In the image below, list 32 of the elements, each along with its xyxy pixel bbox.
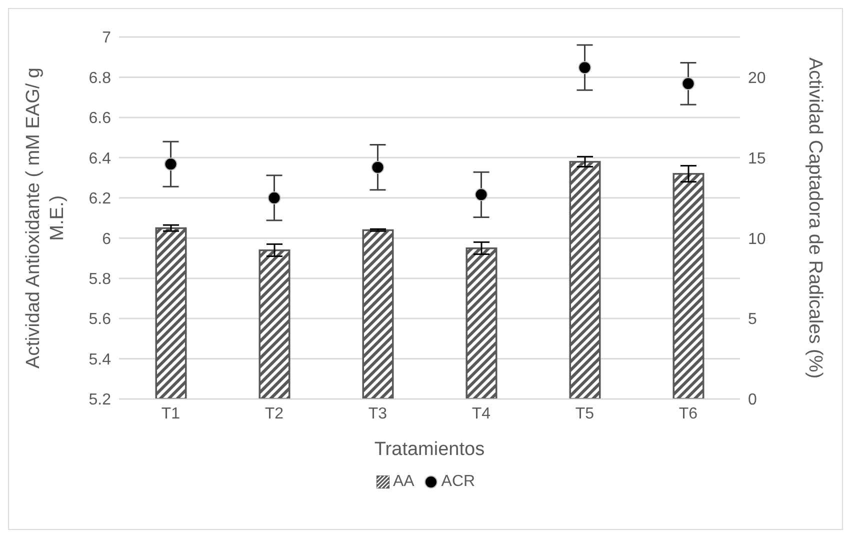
y-tick-label: 5.2 bbox=[88, 392, 112, 409]
y2-tick-label: 5 bbox=[748, 311, 757, 328]
x-tick-label: T4 bbox=[472, 405, 491, 422]
y-tick-label: 5.6 bbox=[88, 311, 112, 328]
y2-tick-label: 20 bbox=[748, 70, 766, 87]
y2-tick-label: 15 bbox=[748, 150, 766, 168]
point bbox=[474, 188, 488, 202]
y-axis-title: Actividad Antioxidante ( mM EAG/ g M.E.) bbox=[23, 68, 68, 368]
legend-label: AA bbox=[392, 473, 414, 491]
x-axis-title: Tratamientos bbox=[374, 439, 485, 460]
y2-tick-label: 10 bbox=[748, 230, 766, 248]
legend-label: ACR bbox=[441, 473, 476, 491]
point bbox=[371, 160, 384, 174]
y-tick-label: 6.2 bbox=[88, 190, 112, 208]
y-tick-label: 5.4 bbox=[88, 351, 112, 368]
y2-tick-label: 0 bbox=[748, 392, 757, 409]
x-tick-label: T5 bbox=[575, 405, 594, 422]
point bbox=[268, 191, 281, 204]
y-tick-label: 7 bbox=[102, 30, 112, 47]
point bbox=[164, 158, 178, 171]
y-tick-label: 6.6 bbox=[88, 110, 112, 128]
y-tick-label: 6.4 bbox=[88, 150, 112, 168]
x-tick-label: T6 bbox=[678, 405, 698, 422]
x-tick-label: T1 bbox=[161, 405, 180, 422]
point bbox=[578, 61, 592, 74]
x-tick-label: T3 bbox=[368, 405, 388, 422]
y-tick-label: 6 bbox=[102, 230, 112, 248]
y-tick-label: 6.8 bbox=[88, 70, 112, 87]
y-tick-label: 5.8 bbox=[88, 271, 112, 288]
x-tick-label: T2 bbox=[264, 405, 284, 422]
point bbox=[682, 77, 695, 90]
y2-axis-title: Actividad Captadora de Radicales (%) bbox=[804, 57, 826, 379]
